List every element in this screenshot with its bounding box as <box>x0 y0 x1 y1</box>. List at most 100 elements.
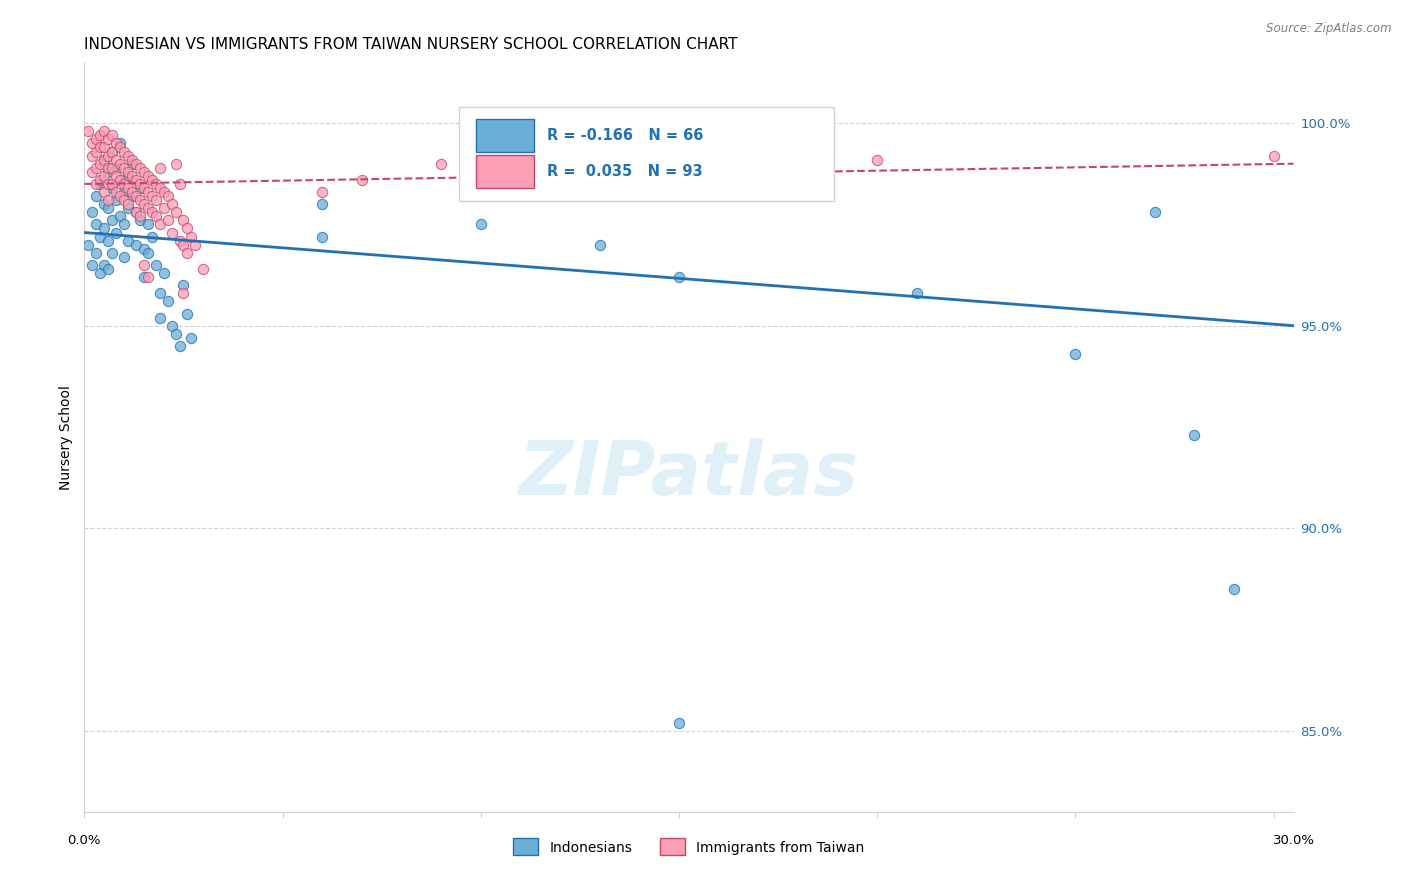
Point <box>112 161 135 175</box>
Point <box>101 213 124 227</box>
Point <box>117 234 139 248</box>
Point <box>93 197 115 211</box>
Point <box>145 193 167 207</box>
Point <box>128 213 150 227</box>
Point <box>141 189 163 203</box>
Point <box>125 173 148 187</box>
Point <box>149 161 172 175</box>
Text: R =  0.035   N = 93: R = 0.035 N = 93 <box>547 163 703 178</box>
Point <box>77 124 100 138</box>
Point <box>121 157 143 171</box>
Point <box>193 262 215 277</box>
Point <box>1064 347 1087 361</box>
Point <box>101 245 124 260</box>
Point <box>105 136 128 151</box>
Text: 0.0%: 0.0% <box>67 834 101 847</box>
Point <box>180 331 202 345</box>
Text: 30.0%: 30.0% <box>1272 834 1315 847</box>
Point <box>105 169 128 183</box>
Point <box>128 161 150 175</box>
Point <box>160 318 183 333</box>
Point <box>152 185 174 199</box>
Point <box>97 262 120 277</box>
Point <box>132 181 155 195</box>
Point <box>97 193 120 207</box>
Point <box>169 234 191 248</box>
Point <box>470 218 492 232</box>
Point <box>84 245 107 260</box>
Point <box>93 169 115 183</box>
Point <box>145 210 167 224</box>
Point <box>121 185 143 199</box>
FancyBboxPatch shape <box>460 107 834 201</box>
Point <box>117 148 139 162</box>
Point <box>93 258 115 272</box>
Point <box>84 177 107 191</box>
Point <box>160 197 183 211</box>
FancyBboxPatch shape <box>477 155 534 188</box>
Point <box>125 205 148 219</box>
Point <box>84 132 107 146</box>
Point <box>141 205 163 219</box>
Point <box>149 181 172 195</box>
Point <box>132 165 155 179</box>
Point <box>89 229 111 244</box>
Point <box>668 270 690 285</box>
Point <box>905 286 928 301</box>
Point <box>105 185 128 199</box>
Point <box>136 201 159 215</box>
Point <box>97 161 120 175</box>
Point <box>132 270 155 285</box>
Point <box>128 210 150 224</box>
Point <box>108 173 131 187</box>
Point <box>101 181 124 195</box>
Point <box>97 201 120 215</box>
Point <box>89 140 111 154</box>
Point <box>156 213 179 227</box>
Point <box>866 153 889 167</box>
Point <box>132 197 155 211</box>
Point <box>108 157 131 171</box>
Point <box>117 181 139 195</box>
Point <box>105 153 128 167</box>
Point <box>89 128 111 143</box>
Point <box>156 294 179 309</box>
Point <box>101 161 124 175</box>
Text: R = -0.166   N = 66: R = -0.166 N = 66 <box>547 128 704 143</box>
Point <box>82 165 104 179</box>
Point <box>112 250 135 264</box>
Point <box>128 181 150 195</box>
Point <box>112 185 135 199</box>
Point <box>136 270 159 285</box>
Point <box>93 153 115 167</box>
Point <box>176 245 198 260</box>
Point <box>121 189 143 203</box>
FancyBboxPatch shape <box>477 120 534 153</box>
Point <box>128 177 150 191</box>
Point <box>121 169 143 183</box>
Point <box>136 245 159 260</box>
Point <box>117 165 139 179</box>
Point <box>108 173 131 187</box>
Point <box>84 218 107 232</box>
Point <box>1223 582 1246 596</box>
Point <box>117 201 139 215</box>
Point <box>117 197 139 211</box>
Point <box>160 226 183 240</box>
Point <box>89 173 111 187</box>
Point <box>172 213 194 227</box>
Point <box>145 258 167 272</box>
Point <box>145 177 167 191</box>
Point <box>172 237 194 252</box>
Point <box>132 258 155 272</box>
Point <box>125 205 148 219</box>
Point <box>77 237 100 252</box>
Point <box>169 339 191 353</box>
Point <box>149 286 172 301</box>
Point <box>117 169 139 183</box>
Point <box>149 218 172 232</box>
Point <box>172 278 194 293</box>
Point <box>152 201 174 215</box>
Point <box>84 189 107 203</box>
Point <box>121 153 143 167</box>
